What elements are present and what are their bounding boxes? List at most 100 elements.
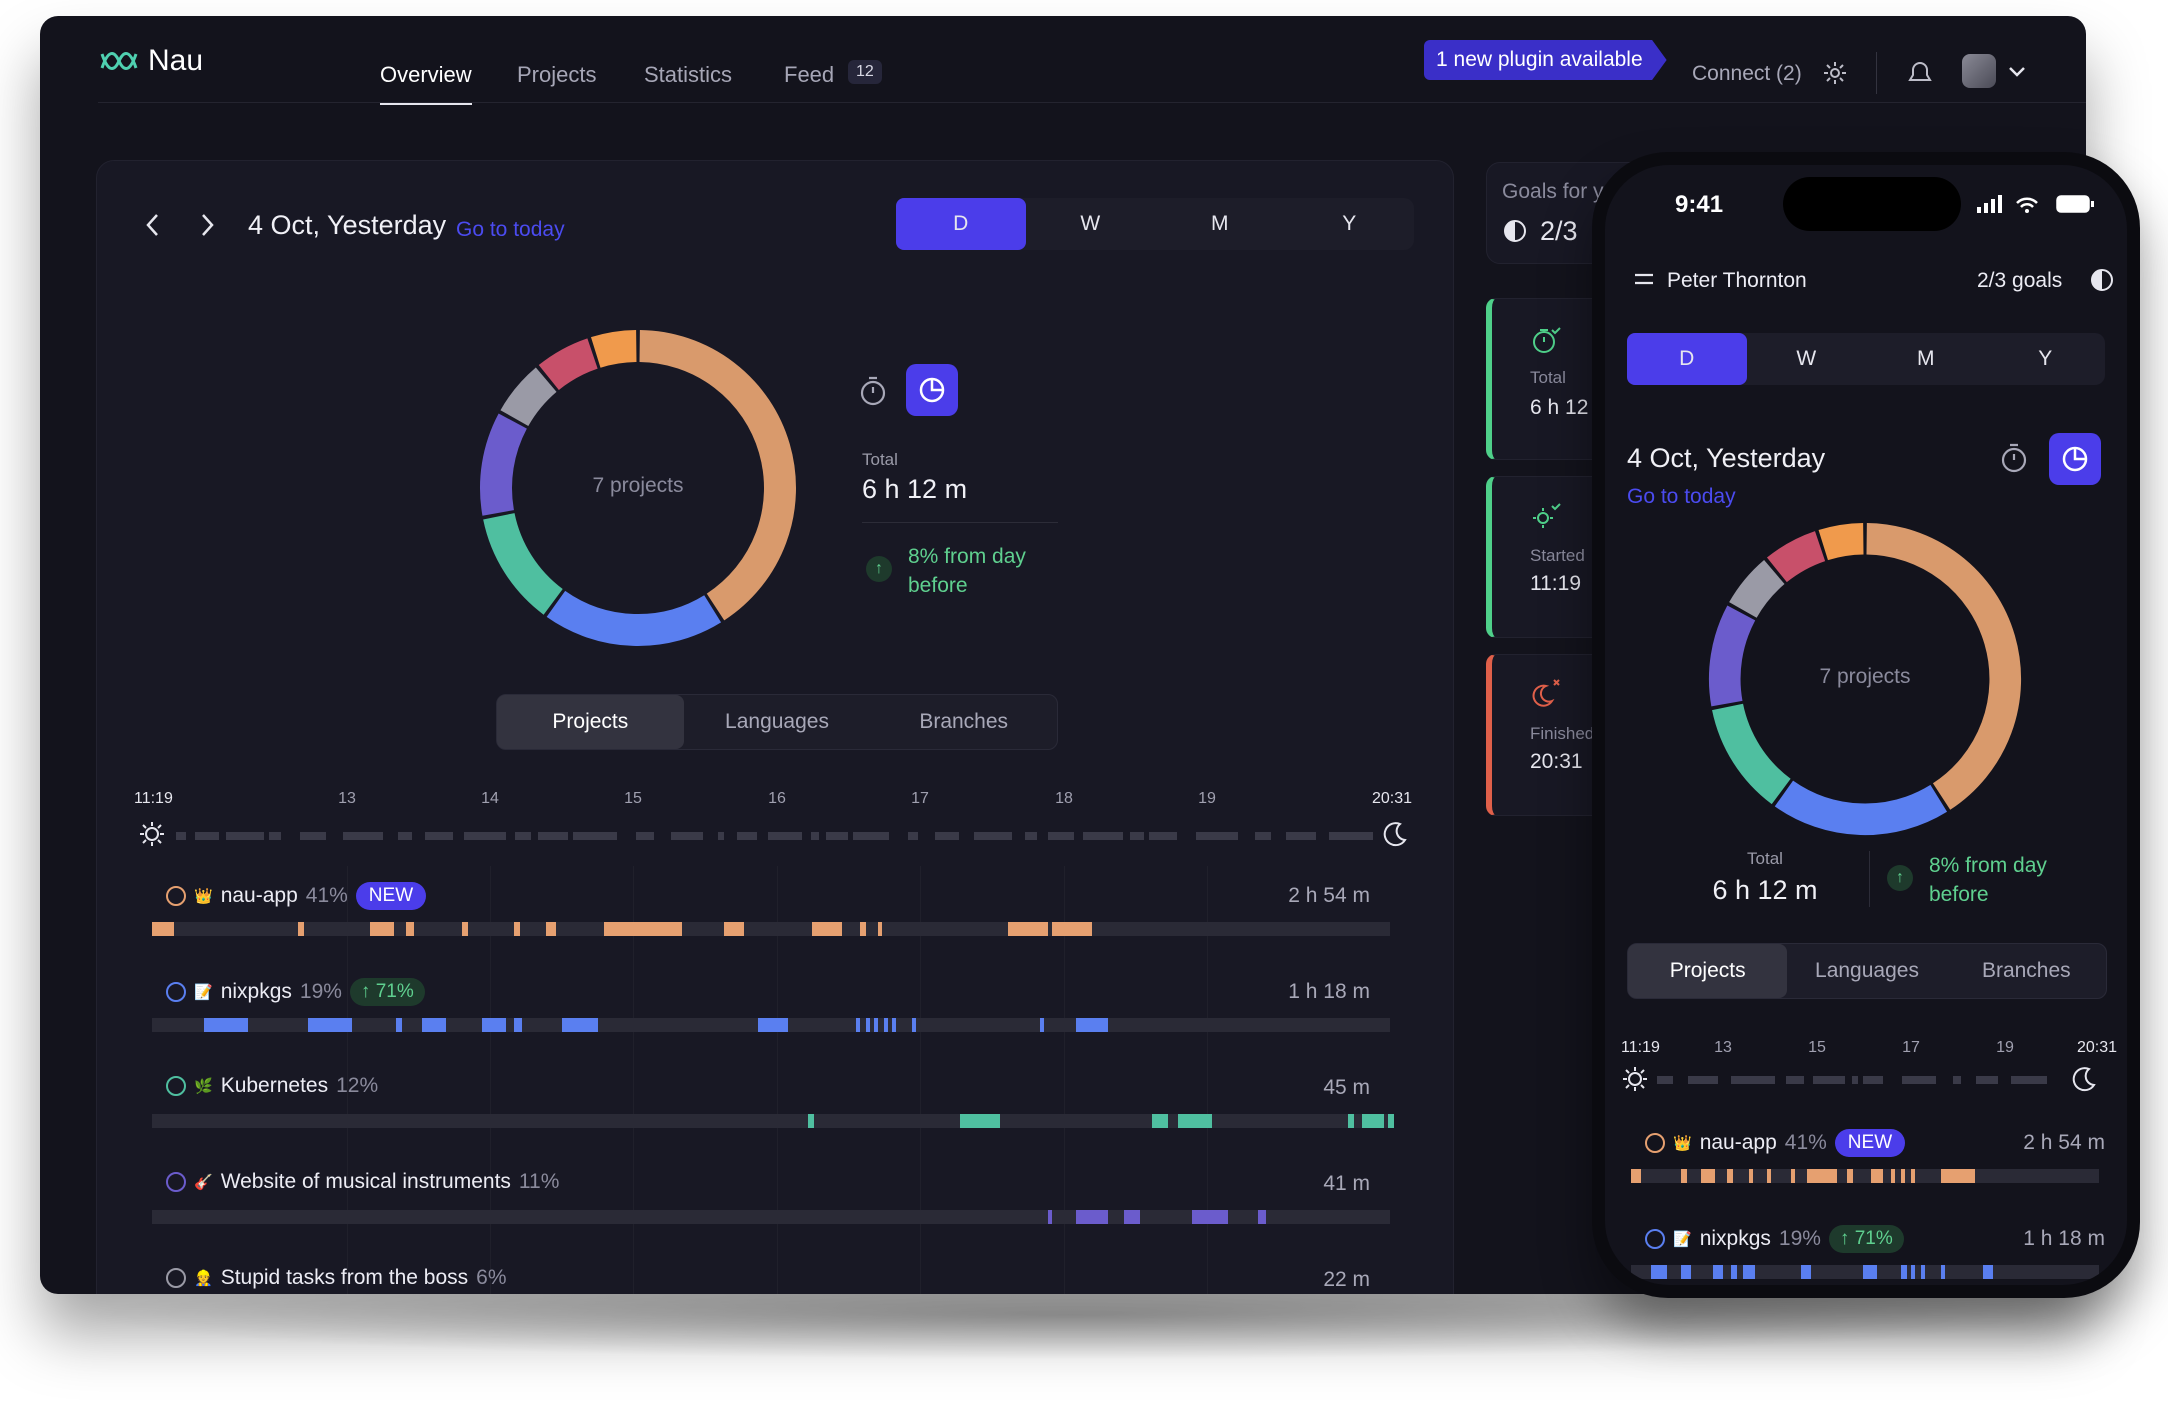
project-name: nixpkgs [220,980,292,1003]
pie-chart-button[interactable] [906,364,958,416]
activity-segment [1901,1169,1905,1183]
goals-summary[interactable]: 2/3 goals [1977,269,2063,292]
list-item[interactable]: 👑 nau-app 41% NEW [1645,1129,1906,1157]
tab-year[interactable]: Y [1342,212,1357,235]
activity-segment [514,1018,522,1032]
activity-segment [724,922,744,936]
activity-segment [546,922,556,936]
activity-segment [1863,1265,1877,1279]
connect-button[interactable]: Connect (2) [1692,62,1802,85]
menu-icon[interactable] [1633,271,1655,289]
project-duration: 2 h 54 m [2023,1131,2105,1154]
donut-slice [538,338,599,391]
tab-branches[interactable]: Branches [1981,959,2071,982]
tab-languages[interactable]: Languages [725,710,829,733]
tab-languages[interactable]: Languages [1815,959,1919,982]
list-item[interactable]: 📝 nixpkgs 19% ↑ 71% [1645,1225,1904,1253]
go-to-today-link[interactable]: Go to today [456,218,565,241]
activity-segment [1727,1169,1733,1183]
project-ring-icon [166,1268,186,1288]
project-duration: 41 m [1323,1172,1370,1195]
sun-icon [140,822,164,846]
activity-segment [1871,1169,1883,1183]
phone-time: 9:41 [1675,191,1724,218]
activity-strip [176,832,1374,840]
tab-year[interactable]: Y [2038,347,2053,370]
project-timeline-bar [152,1114,1394,1128]
project-duration: 1 h 18 m [2023,1227,2105,1250]
project-name: Kubernetes [220,1074,329,1097]
change-line-2: before [1929,883,1989,906]
tab-month[interactable]: M [1211,212,1229,235]
activity-dash [464,832,506,840]
project-timeline-bar [152,1210,1390,1224]
project-name: Website of musical instruments [220,1170,511,1193]
tab-week[interactable]: W [1796,347,1817,370]
donut-slice [1712,703,1791,805]
new-badge: NEW [355,882,427,910]
activity-dash [1329,832,1373,840]
nav-projects[interactable]: Projects [517,62,597,87]
activity-dash [1025,832,1037,840]
nav-overview[interactable]: Overview [380,62,472,87]
donut-slice [639,330,796,621]
nav-statistics[interactable]: Statistics [644,62,733,87]
gridline [1064,866,1065,1294]
app-logo[interactable]: Nau [100,44,203,78]
activity-segment [1807,1169,1837,1183]
tab-month[interactable]: M [1917,347,1935,370]
gridline [490,866,491,1294]
tab-projects[interactable]: Projects [1628,944,1788,998]
tab-projects[interactable]: Projects [497,695,684,749]
list-item[interactable]: 👑 nau-app 41% NEW [166,882,427,910]
notifications-icon[interactable] [1906,60,1934,86]
timeline-tick: 17 [1902,1039,1920,1056]
tab-day[interactable]: D [896,198,1026,250]
change-line-2: before [908,574,968,597]
pie-chart-button[interactable] [2049,433,2101,485]
activity-dash [974,832,1012,840]
activity-segment [960,1114,1000,1128]
project-emoji: 📝 [194,984,213,1001]
phone-change-text: 8% from day before [1929,851,2047,909]
timer-icon[interactable] [858,374,888,408]
project-percent: 11% [518,1170,560,1193]
timer-icon[interactable] [1999,441,2029,475]
plugin-notice-button[interactable]: 1 new plugin available [1424,40,1667,80]
activity-dash [1786,1076,1804,1084]
goals-progress-icon [2091,269,2113,291]
tab-branches[interactable]: Branches [919,710,1009,733]
goal-started-label: Started [1530,546,1585,565]
chevron-right-icon[interactable] [198,212,216,238]
activity-segment [878,922,882,936]
tab-week[interactable]: W [1080,212,1101,235]
activity-segment [604,922,682,936]
activity-dash [2011,1076,2047,1084]
activity-segment [370,922,394,936]
activity-segment [812,922,842,936]
activity-dash [908,832,918,840]
activity-dash [1863,1076,1883,1084]
nav-feed[interactable]: Feed [784,62,835,87]
chevron-left-icon[interactable] [144,212,162,238]
avatar[interactable] [1962,54,1996,88]
tab-day[interactable]: D [1627,333,1747,385]
timeline-tick: 15 [624,790,642,807]
phone-screen: 9:41 Peter Thornton 2/3 goals D W M Y 4 … [1605,165,2127,1285]
gridline [1207,866,1208,1294]
activity-segment [1388,1114,1394,1128]
activity-dash [1255,832,1271,840]
phone-go-to-today-link[interactable]: Go to today [1627,485,1736,508]
list-item[interactable]: 🎸 Website of musical instruments 11% [166,1170,559,1194]
phone-period-tabs: D W M Y [1627,333,2105,385]
project-percent: 19% [299,980,342,1003]
chevron-down-icon[interactable] [2008,66,2026,78]
list-item[interactable]: 🌿 Kubernetes 12% [166,1074,378,1098]
list-item[interactable]: 📝 nixpkgs 19% ↑ 71% [166,978,425,1006]
project-emoji: 🌿 [194,1078,213,1095]
project-percent: 6% [476,1266,507,1289]
gear-icon[interactable] [1822,60,1848,86]
activity-dash [1149,832,1177,840]
activity-segment [1076,1018,1108,1032]
list-item[interactable]: 👷 Stupid tasks from the boss 6% [166,1266,507,1290]
